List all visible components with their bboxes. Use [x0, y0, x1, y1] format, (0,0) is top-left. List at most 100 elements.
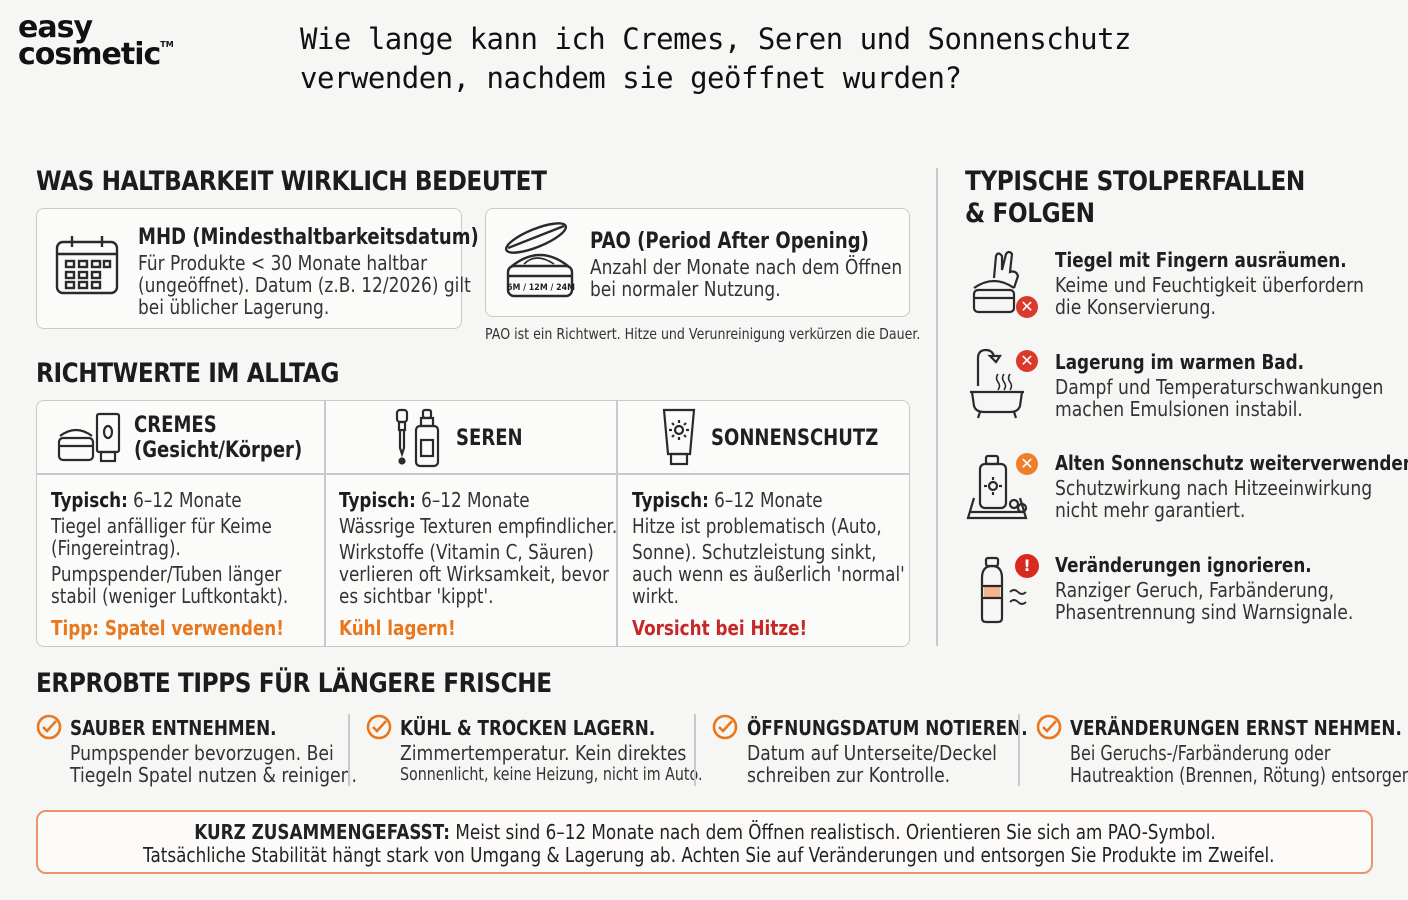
serum-dropper-icon: [394, 408, 442, 468]
error-badge-icon: ✕: [1016, 453, 1038, 475]
body-line: wirkt.: [632, 584, 679, 608]
body-line: verlieren oft Wirksamkeit, bevor: [339, 562, 610, 586]
tip-text: Bei Geruchs-/Farbänderung oder Hautreakt…: [1070, 742, 1408, 786]
tip-line: Tiegeln Spatel nutzen & reinigen.: [70, 763, 357, 787]
section-richtwerte-heading: RICHTWERTE IM ALLTAG: [36, 358, 339, 389]
tip-text: Datum auf Unterseite/Deckel schreiben zu…: [747, 742, 997, 786]
section-stolperfallen-heading: TYPISCHE STOLPERFALLEN & FOLGEN: [965, 166, 1305, 230]
mhd-line: bei üblicher Lagerung.: [138, 295, 330, 319]
heading-line: & FOLGEN: [965, 198, 1095, 229]
tip-line: Pumpspender bevorzugen. Bei: [70, 741, 334, 765]
section-haltbarkeit-heading: WAS HALTBARKEIT WIRKLICH BEDEUTET: [36, 166, 547, 197]
finger-in-jar-icon: [970, 248, 1026, 316]
summary-box: [36, 810, 1373, 874]
pitfall-line: Schutzwirkung nach Hitzeeinwirkung: [1055, 476, 1373, 500]
pitfall-title: Veränderungen ignorieren.: [1055, 553, 1312, 577]
sunscreen-tube-icon: [662, 408, 696, 468]
body-line: Pumpspender/Tuben länger: [51, 562, 282, 586]
check-circle-icon: [36, 714, 62, 740]
pitfall-text: Ranziger Geruch, Farbänderung, Phasentre…: [1055, 579, 1353, 623]
pao-line: bei normaler Nutzung.: [590, 277, 781, 301]
pitfall-line: Phasentrennung sind Warnsignale.: [1055, 600, 1354, 624]
brand-logo: easy cosmeticTM: [18, 10, 174, 70]
tip-line: schreiben zur Kontrolle.: [747, 763, 951, 787]
column-header-sonnenschutz: SONNENSCHUTZ: [711, 426, 879, 451]
table-divider: [616, 401, 618, 646]
tip-divider: [1018, 714, 1020, 786]
pitfall-line: Keime und Feuchtigkeit überfordern: [1055, 273, 1364, 297]
summary-line1: Meist sind 6–12 Monate nach dem Öffnen r…: [449, 820, 1216, 844]
tip-seren: Kühl lagern!: [339, 616, 456, 640]
summary-label: KURZ ZUSAMMENGEFASST:: [193, 820, 450, 844]
body-line: Hitze ist problematisch (Auto,: [632, 514, 882, 538]
error-badge-icon: ✕: [1016, 296, 1038, 318]
warning-badge-icon: !: [1015, 554, 1039, 578]
heading-line: TYPISCHE STOLPERFALLEN: [965, 166, 1305, 197]
pitfall-line: die Konservierung.: [1055, 295, 1217, 319]
tip-divider: [348, 714, 350, 786]
pitfall-line: Dampf und Temperaturschwankungen: [1055, 375, 1384, 399]
body-line: Tiegel anfälliger für Keime: [51, 514, 272, 538]
pitfall-title: Tiegel mit Fingern ausräumen.: [1055, 248, 1347, 272]
pao-line: Anzahl der Monate nach dem Öffnen: [590, 255, 903, 279]
pitfall-title: Alten Sonnenschutz weiterverwenden.: [1055, 451, 1408, 475]
pitfall-line: Ranziger Geruch, Farbänderung,: [1055, 578, 1335, 602]
tip-title: SAUBER ENTNEHMEN.: [70, 716, 277, 740]
table-divider: [324, 401, 326, 646]
summary-text: KURZ ZUSAMMENGEFASST: Meist sind 6–12 Mo…: [36, 821, 1373, 867]
calendar-icon: [54, 234, 120, 296]
page-title: Wie lange kann ich Cremes, Seren und Son…: [300, 20, 1200, 98]
typ-value: 6–12 Monate: [415, 488, 530, 512]
mhd-text: Für Produkte < 30 Monate haltbar (ungeöf…: [138, 252, 471, 318]
pao-card: [485, 208, 910, 317]
column-separator: [936, 168, 938, 646]
typ-value: 6–12 Monate: [127, 488, 242, 512]
mhd-line: Für Produkte < 30 Monate haltbar: [138, 251, 428, 275]
tip-title: KÜHL & TROCKEN LAGERN.: [400, 716, 656, 740]
brand-tm: TM: [160, 40, 174, 49]
sunscreen-on-towel-icon: [966, 454, 1028, 522]
typ-label: Typisch:: [51, 488, 128, 512]
tip-text: Zimmertemperatur. Kein direktes Sonnenli…: [400, 742, 729, 786]
brand-line1: easy: [18, 10, 93, 45]
pitfall-text: Keime und Feuchtigkeit überfordern die K…: [1055, 274, 1364, 318]
mhd-card: [36, 208, 462, 329]
body-line: Wirkstoffe (Vitamin C, Säuren): [339, 540, 594, 564]
pitfall-line: machen Emulsionen instabil.: [1055, 397, 1303, 421]
tip-title: VERÄNDERUNGEN ERNST NEHMEN.: [1070, 716, 1402, 740]
tip-line: Hautreaktion (Brennen, Rötung) entsorgen…: [1070, 763, 1408, 787]
tip-line: Bei Geruchs-/Farbänderung oder: [1070, 741, 1331, 765]
error-badge-icon: ✕: [1016, 350, 1038, 372]
column-header-cremes: CREMES (Gesicht/Körper): [134, 413, 302, 463]
pitfall-text: Dampf und Temperaturschwankungen machen …: [1055, 376, 1383, 420]
richtwerte-table: [36, 400, 910, 647]
body-line: es sichtbar 'kippt'.: [339, 584, 494, 608]
body-line: Sonne). Schutzleistung sinkt,: [632, 540, 877, 564]
tip-cremes: Tipp: Spatel verwenden!: [51, 616, 284, 640]
column-body-cremes: Typisch: 6–12 Monate Tiegel anfälliger f…: [51, 489, 288, 607]
mhd-line: (ungeöffnet). Datum (z.B. 12/2026) gilt: [138, 273, 471, 297]
typ-label: Typisch:: [339, 488, 416, 512]
tip-text: Pumpspender bevorzugen. Bei Tiegeln Spat…: [70, 742, 357, 786]
body-line: Wässrige Texturen empfindlicher.: [339, 514, 618, 538]
tip-line: Datum auf Unterseite/Deckel: [747, 741, 997, 765]
open-jar-icon: [502, 220, 578, 300]
table-divider: [37, 473, 909, 475]
pitfall-text: Schutzwirkung nach Hitzeeinwirkung nicht…: [1055, 477, 1372, 521]
page-title-line1: Wie lange kann ich Cremes, Seren und Son…: [300, 22, 1132, 56]
column-header-seren: SEREN: [456, 426, 523, 451]
typ-value: 6–12 Monate: [708, 488, 823, 512]
bathtub-icon: [968, 348, 1026, 420]
check-circle-icon: [366, 714, 392, 740]
tip-title: ÖFFNUNGSDATUM NOTIEREN.: [747, 716, 1028, 740]
column-header-line: CREMES: [134, 413, 217, 438]
pitfall-title: Lagerung im warmen Bad.: [1055, 350, 1305, 374]
mhd-title: MHD (Mindesthaltbarkeitsdatum): [138, 225, 479, 250]
pitfall-line: nicht mehr garantiert.: [1055, 498, 1246, 522]
pao-text: Anzahl der Monate nach dem Öffnen bei no…: [590, 256, 902, 300]
tip-line: Sonnenlicht, keine Heizung, nicht im Aut…: [400, 764, 703, 785]
tip-line: Zimmertemperatur. Kein direktes: [400, 741, 687, 765]
body-line: auch wenn es äußerlich 'normal': [632, 562, 905, 586]
body-line: (Fingereintrag).: [51, 536, 181, 560]
separated-bottle-icon: [976, 556, 1032, 624]
